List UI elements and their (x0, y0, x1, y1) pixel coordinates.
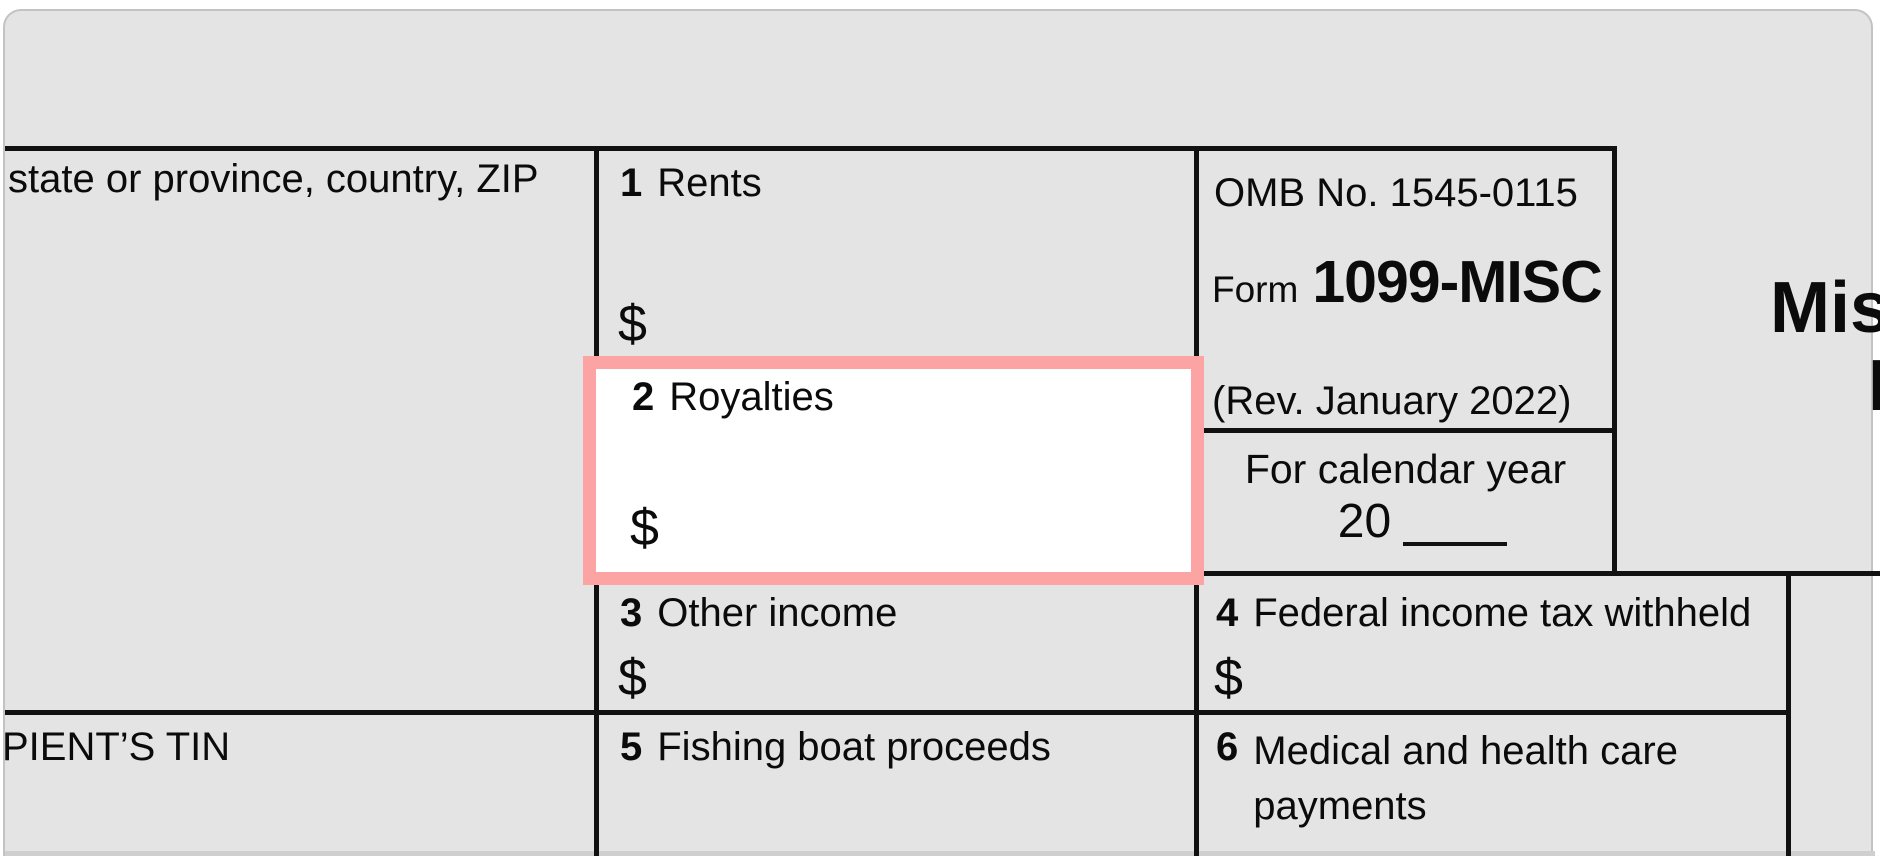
box1-rents-label: 1 Rents (620, 160, 762, 206)
box2-royalties-highlighted-field[interactable] (583, 356, 1204, 585)
box6-number: 6 (1216, 725, 1239, 769)
box4-number: 4 (1216, 591, 1239, 635)
box3-label-text: Other income (657, 591, 898, 635)
calendar-year-prefix: 20 (1337, 495, 1392, 548)
box4-dollar-sign: $ (1214, 649, 1243, 707)
box2-label-text: Royalties (669, 375, 834, 419)
calendar-year-blank (1403, 498, 1508, 546)
grid-line-under-revision (1194, 428, 1617, 433)
calendar-year-label: For calendar year (1244, 446, 1567, 492)
box2-royalties-label: 2 Royalties (632, 374, 834, 420)
form-number: 1099-MISC (1312, 249, 1602, 315)
box5-label-text: Fishing boat proceeds (657, 725, 1051, 769)
box4-federal-tax-label: 4 Federal income tax withheld (1216, 590, 1751, 636)
page-bottom-edge (5, 851, 1875, 856)
grid-line-omb-right (1612, 146, 1617, 576)
box2-number: 2 (632, 375, 655, 419)
form-title-fragment: Mis I (1770, 272, 1880, 422)
box3-dollar-sign: $ (618, 649, 647, 707)
form-title-line2: I (1868, 346, 1880, 426)
box3-other-income-label: 3 Other income (620, 590, 897, 636)
box1-label-text: Rents (657, 161, 762, 205)
grid-line-right-col (1786, 571, 1791, 856)
box6-medical-label: 6 Medical and health care payments (1216, 724, 1723, 834)
form-identifier: Form 1099-MISC (1212, 248, 1603, 316)
recipient-tin-label-fragment: PIENT’S TIN (2, 725, 231, 769)
form-title-line1: Mis (1770, 268, 1880, 348)
form-revision: (Rev. January 2022) (1212, 379, 1572, 423)
box3-number: 3 (620, 591, 643, 635)
box1-dollar-sign: $ (618, 295, 647, 353)
payer-address-label-fragment: state or province, country, ZIP (8, 157, 539, 201)
box6-label-text: Medical and health care payments (1253, 729, 1678, 829)
box5-number: 5 (620, 725, 643, 769)
box4-label-text: Federal income tax withheld (1253, 591, 1752, 635)
box5-fishing-label: 5 Fishing boat proceeds (620, 724, 1051, 770)
calendar-year-row: 20 (1199, 498, 1612, 546)
omb-number: OMB No. 1545-0115 (1214, 171, 1578, 215)
grid-line-top (5, 146, 1616, 151)
grid-line-mid-row (594, 571, 1880, 576)
box2-dollar-sign: $ (630, 499, 659, 557)
box1-number: 1 (620, 161, 643, 205)
grid-line-bottom-row (5, 710, 1790, 715)
form-word: Form (1212, 269, 1299, 310)
